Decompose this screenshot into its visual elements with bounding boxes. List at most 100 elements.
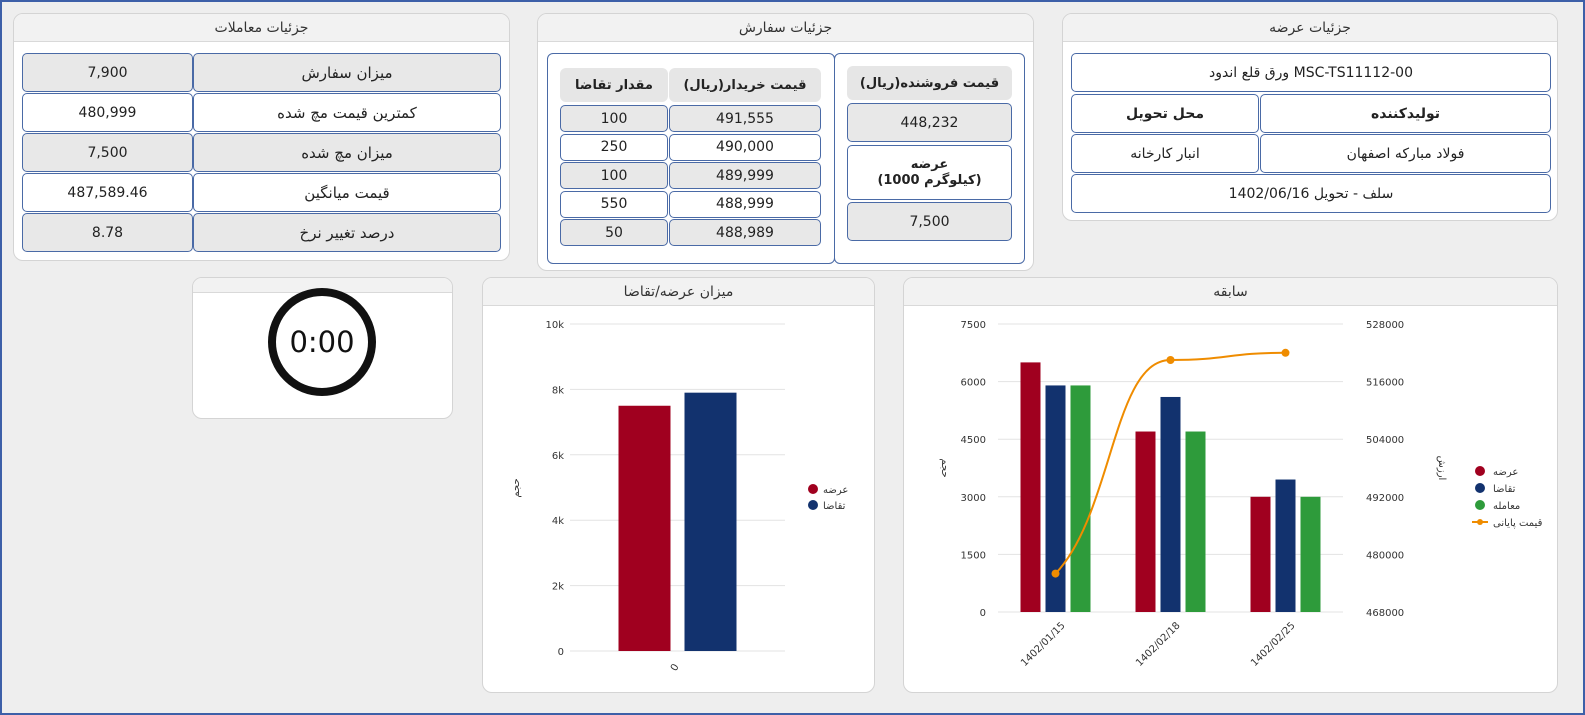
bid-price: 489,999 xyxy=(669,162,821,189)
trades-row-label: میزان سفارش xyxy=(193,53,501,92)
supply-header-line2: (1000 کیلوگرم) xyxy=(877,172,982,188)
panel-title: جزئیات معاملات xyxy=(14,14,509,42)
seller-box xyxy=(834,53,1025,264)
contract-info: سلف - تحویل 1402/06/16 xyxy=(1071,174,1551,213)
seller-price-value: 448,232 xyxy=(847,103,1012,142)
bar-demand xyxy=(1045,385,1066,612)
bid-price: 488,999 xyxy=(669,190,821,218)
y-tick-label: 4k xyxy=(552,516,564,527)
bid-price: 491,555 xyxy=(669,105,821,132)
bar-supply xyxy=(1135,431,1156,612)
seller-price-header: قیمت فروشنده(ریال) xyxy=(847,66,1012,100)
y-tick-label: 1500 xyxy=(961,550,986,561)
buyer-price-header: قیمت خریدار(ریال) xyxy=(669,68,821,102)
y2-tick-label: 468000 xyxy=(1366,608,1404,619)
bar-demand xyxy=(1160,396,1181,612)
bid-qty: 250 xyxy=(560,133,668,161)
y-tick-label: 6k xyxy=(552,451,564,462)
offer-details-panel: جزئیات عرضه ورق قلع اندود MSC-TS11112-00… xyxy=(1062,13,1558,221)
y-tick-label: 0 xyxy=(980,608,986,619)
panel-title: سابقه xyxy=(904,278,1557,306)
x-tick-label: 0 xyxy=(669,662,682,673)
trades-row-label: درصد تغییر نرخ xyxy=(193,213,501,252)
demand-qty-header: مقدار تقاضا xyxy=(560,68,668,102)
bar-trade xyxy=(1185,431,1206,612)
panel-title: جزئیات عرضه xyxy=(1063,14,1557,42)
legend-label: معامله xyxy=(1493,501,1520,512)
trades-row-value: 7,500 xyxy=(22,133,193,172)
x-tick-label: 1402/01/15 xyxy=(1019,620,1068,669)
y2-axis-label: ارزش xyxy=(1436,456,1447,481)
trades-row-value: 8.78 xyxy=(22,213,193,252)
legend-marker-dot xyxy=(1477,519,1483,525)
y-axis-label: حجم xyxy=(511,478,522,497)
bar-supply xyxy=(618,405,671,651)
countdown-timer: 0:00 xyxy=(268,288,376,396)
supply-demand-panel: میزان عرضه/تقاضا 0 2k 4k 6k 8k 10k حجم 0 عرضه تقا… xyxy=(482,277,875,693)
legend-marker xyxy=(808,500,818,510)
supply-header: عرضه (1000 کیلوگرم) xyxy=(847,145,1012,200)
bid-qty: 100 xyxy=(560,105,668,132)
legend-marker xyxy=(1475,466,1485,476)
legend-label: قیمت پایانی xyxy=(1493,518,1543,529)
history-panel: سابقه 0 1500 3000 4500 6000 7500 468000 480000 4… xyxy=(903,277,1558,693)
y-tick-label: 4500 xyxy=(961,435,986,446)
x-tick-label: 1402/02/18 xyxy=(1134,620,1183,669)
legend-label: عرضه xyxy=(1493,467,1518,478)
bid-price: 488,989 xyxy=(669,219,821,246)
y-tick-label: 3000 xyxy=(961,493,986,504)
bar-trade xyxy=(1070,385,1091,612)
timer-panel: 0:00 xyxy=(192,277,453,419)
bid-qty: 50 xyxy=(560,219,668,246)
final-price-point xyxy=(1166,356,1175,364)
y2-tick-label: 528000 xyxy=(1366,320,1404,331)
trades-row-value: 7,900 xyxy=(22,53,193,92)
supply-value: 7,500 xyxy=(847,202,1012,241)
y-axis-label: حجم xyxy=(939,458,950,477)
supply-header-line1: عرضه xyxy=(910,156,949,172)
y-tick-label: 7500 xyxy=(961,320,986,331)
panel-title: میزان عرضه/تقاضا xyxy=(483,278,874,306)
trades-row-label: قیمت میانگین xyxy=(193,173,501,212)
final-price-point xyxy=(1281,348,1290,357)
history-chart: 0 1500 3000 4500 6000 7500 468000 480000 492000 5… xyxy=(939,320,1543,669)
trades-row-value: 487,589.46 xyxy=(22,173,193,212)
legend-label: عرضه xyxy=(823,485,848,496)
supply-demand-chart: 0 2k 4k 6k 8k 10k حجم 0 عرضه تقاضا xyxy=(511,320,848,673)
y-tick-label: 6000 xyxy=(961,378,986,389)
y-tick-label: 8k xyxy=(552,385,564,396)
delivery-label: محل تحویل xyxy=(1071,94,1259,133)
final-price-point xyxy=(1051,569,1060,578)
trades-row-label: میزان مچ شده xyxy=(193,133,501,172)
producer-label: تولیدکننده xyxy=(1260,94,1551,133)
legend-marker xyxy=(808,484,818,494)
producer-value: فولاد مبارکه اصفهان xyxy=(1260,134,1551,173)
legend-label: تقاضا xyxy=(823,501,846,512)
bar-demand xyxy=(684,392,737,651)
bar-demand xyxy=(1275,479,1296,612)
x-tick-label: 1402/02/25 xyxy=(1249,620,1298,669)
legend-label: تقاضا xyxy=(1493,484,1516,495)
y-tick-label: 2k xyxy=(552,582,564,593)
trades-row-label: کمترین قیمت مچ شده xyxy=(193,93,501,132)
timer-value: 0:00 xyxy=(289,325,355,359)
y-tick-label: 0 xyxy=(558,647,564,658)
legend-marker xyxy=(1475,483,1485,493)
delivery-value: انبار کارخانه xyxy=(1071,134,1259,173)
bid-qty: 550 xyxy=(560,190,668,218)
panel-title: جزئیات سفارش xyxy=(538,14,1033,42)
y2-tick-label: 504000 xyxy=(1366,435,1404,446)
bid-price: 490,000 xyxy=(669,133,821,161)
y-tick-label: 10k xyxy=(545,320,564,331)
y2-tick-label: 516000 xyxy=(1366,378,1404,389)
y2-tick-label: 480000 xyxy=(1366,550,1404,561)
bar-supply xyxy=(1020,362,1041,612)
legend-marker xyxy=(1475,500,1485,510)
trades-row-value: 480,999 xyxy=(22,93,193,132)
bar-trade xyxy=(1300,496,1321,612)
final-price-line xyxy=(1054,351,1286,575)
bid-qty: 100 xyxy=(560,162,668,189)
trades-details-panel: جزئیات معاملات میزان سفارش 7,900 کمترین قی… xyxy=(13,13,510,261)
product-name: ورق قلع اندود MSC-TS11112-00 xyxy=(1071,53,1551,92)
